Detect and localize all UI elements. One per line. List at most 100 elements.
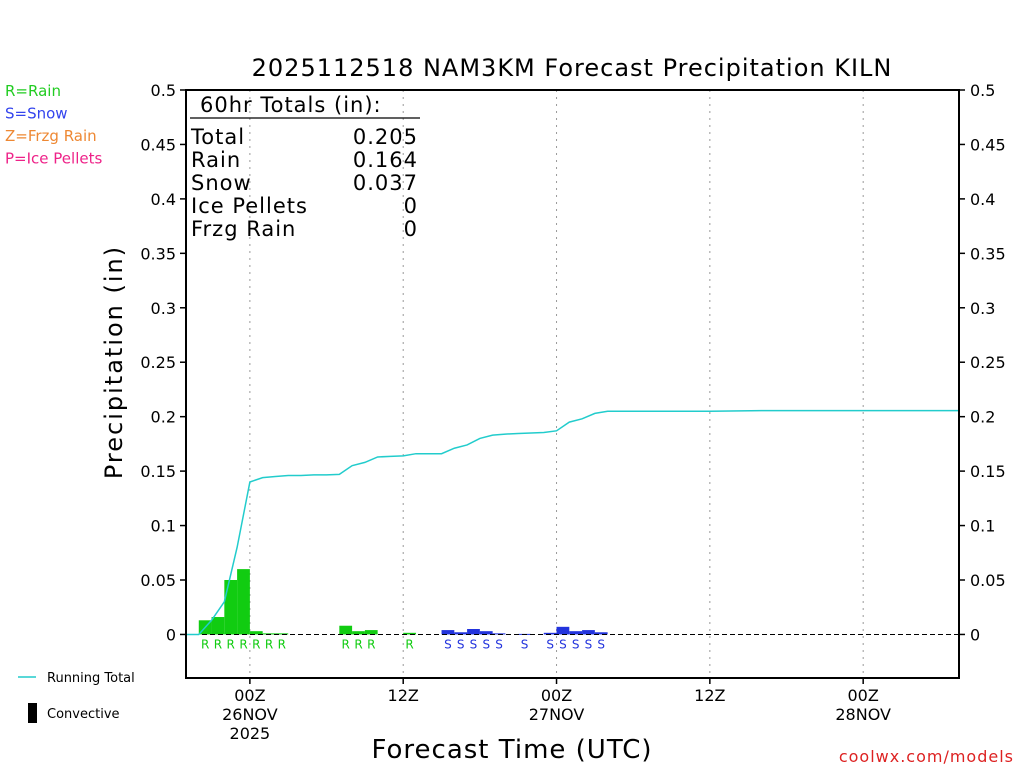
- bar: [249, 631, 263, 635]
- type-legend-item: S=Snow: [5, 105, 68, 123]
- y-tick-label-left: 0.35: [140, 244, 176, 263]
- y-axis-left: 0.5 0.45 0.4 0.35 0.3 0.25 0.2 0.15 0.1 0.05 0: [140, 81, 186, 644]
- totals-row-label: Total: [190, 125, 245, 149]
- type-legend-item: Z=Frzg Rain: [5, 127, 97, 145]
- grid-lines: [249, 90, 864, 678]
- x-tick-label: 12Z: [388, 686, 419, 705]
- totals-row-value: 0: [404, 217, 418, 241]
- type-letter: R: [278, 637, 286, 651]
- bar: [582, 630, 595, 635]
- y-tick-label-left: 0.1: [151, 517, 176, 536]
- totals-heading: 60hr Totals (in):: [200, 93, 382, 117]
- y-tick-label-left: 0: [166, 625, 176, 644]
- bar: [492, 633, 506, 635]
- bar: [224, 580, 238, 635]
- totals-row-label: Frzg Rain: [191, 217, 296, 241]
- bar: [556, 626, 570, 635]
- bar: [543, 632, 557, 635]
- bar: [569, 631, 583, 635]
- y-tick-label-left: 0.4: [151, 190, 176, 209]
- bar: [454, 632, 468, 635]
- bar: [339, 625, 353, 635]
- y-tick-label-right: 0.5: [970, 81, 995, 100]
- type-letter: S: [495, 637, 503, 651]
- y-tick-label-left: 0.5: [151, 81, 176, 100]
- x-tick-label: 2025: [230, 724, 271, 743]
- type-letter: R: [252, 637, 260, 651]
- type-legend-item: P=Ice Pellets: [5, 150, 102, 168]
- y-axis-label: Precipitation (in): [100, 245, 128, 479]
- type-letter: R: [214, 637, 222, 651]
- totals-row-label: Rain: [191, 148, 241, 172]
- type-letter: S: [572, 637, 580, 651]
- running-total-line: [186, 409, 959, 636]
- series-legend: Running Total Convective: [18, 671, 135, 723]
- x-tick-label: 27NOV: [529, 705, 585, 724]
- y-tick-label-right: 0: [970, 625, 980, 644]
- bar: [594, 632, 608, 635]
- type-letter: R: [342, 637, 350, 651]
- convective-legend-label: Convective: [47, 707, 120, 722]
- y-tick-label-left: 0.05: [140, 571, 176, 590]
- y-tick-label-right: 0.1: [970, 517, 995, 536]
- y-tick-label-left: 0.15: [140, 462, 176, 481]
- x-tick-label: 12Z: [694, 686, 725, 705]
- type-letter: R: [227, 637, 235, 651]
- y-tick-label-right: 0.25: [970, 353, 1006, 372]
- totals-row-value: 0.037: [353, 171, 418, 195]
- convective-legend-swatch: [28, 703, 37, 723]
- type-letter: R: [405, 637, 413, 651]
- precip-type-legend: R=Rain S=Snow Z=Frzg Rain P=Ice Pellets: [5, 82, 102, 168]
- y-tick-label-right: 0.4: [970, 190, 995, 209]
- bar: [352, 631, 365, 635]
- x-tick-label: 28NOV: [835, 705, 891, 724]
- type-letter: S: [444, 637, 452, 651]
- x-tick-label: 00Z: [541, 686, 572, 705]
- bar: [403, 632, 416, 635]
- type-letter: S: [546, 637, 554, 651]
- y-tick-label-right: 0.05: [970, 571, 1006, 590]
- type-letter: R: [201, 637, 209, 651]
- type-letter: R: [265, 637, 273, 651]
- totals-row-value: 0.164: [353, 148, 418, 172]
- y-tick-label-left: 0.2: [151, 408, 176, 427]
- totals-row-value: 0: [404, 194, 418, 218]
- type-letter: S: [597, 637, 605, 651]
- type-letter: S: [470, 637, 478, 651]
- bar: [479, 631, 493, 635]
- credit-text: coolwx.com/models: [839, 747, 1014, 766]
- bar: [262, 633, 276, 635]
- y-tick-label-right: 0.2: [970, 408, 995, 427]
- type-letter: S: [482, 637, 490, 651]
- totals-box: 60hr Totals (in): Total 0.205 Rain 0.164 Sno…: [190, 93, 420, 241]
- bar: [237, 569, 250, 635]
- totals-row-value: 0.205: [353, 125, 418, 149]
- type-letter: S: [521, 637, 529, 651]
- y-tick-label-right: 0.15: [970, 462, 1006, 481]
- x-tick-label: 00Z: [234, 686, 265, 705]
- y-tick-label-left: 0.25: [140, 353, 176, 372]
- type-letter: S: [585, 637, 593, 651]
- chart-title: 2025112518 NAM3KM Forecast Precipitation…: [252, 54, 893, 82]
- running-total-legend-label: Running Total: [47, 671, 135, 686]
- type-letter: R: [367, 637, 375, 651]
- x-tick-label: 26NOV: [222, 705, 278, 724]
- x-tick-label: 00Z: [848, 686, 879, 705]
- bar: [441, 630, 455, 635]
- y-axis-right: 0.5 0.45 0.4 0.35 0.3 0.25 0.2 0.15 0.1 0.05 0: [959, 81, 1006, 644]
- type-letter: R: [239, 637, 247, 651]
- type-letter: S: [457, 637, 465, 651]
- plot-frame: [185, 89, 960, 679]
- totals-row-label: Ice Pellets: [191, 194, 308, 218]
- totals-row-label: Snow: [191, 171, 252, 195]
- y-tick-label-right: 0.3: [970, 299, 995, 318]
- y-tick-label-left: 0.3: [151, 299, 176, 318]
- bar: [467, 629, 480, 635]
- type-legend-item: R=Rain: [5, 82, 61, 100]
- y-tick-label-right: 0.35: [970, 244, 1006, 263]
- bar: [211, 617, 225, 635]
